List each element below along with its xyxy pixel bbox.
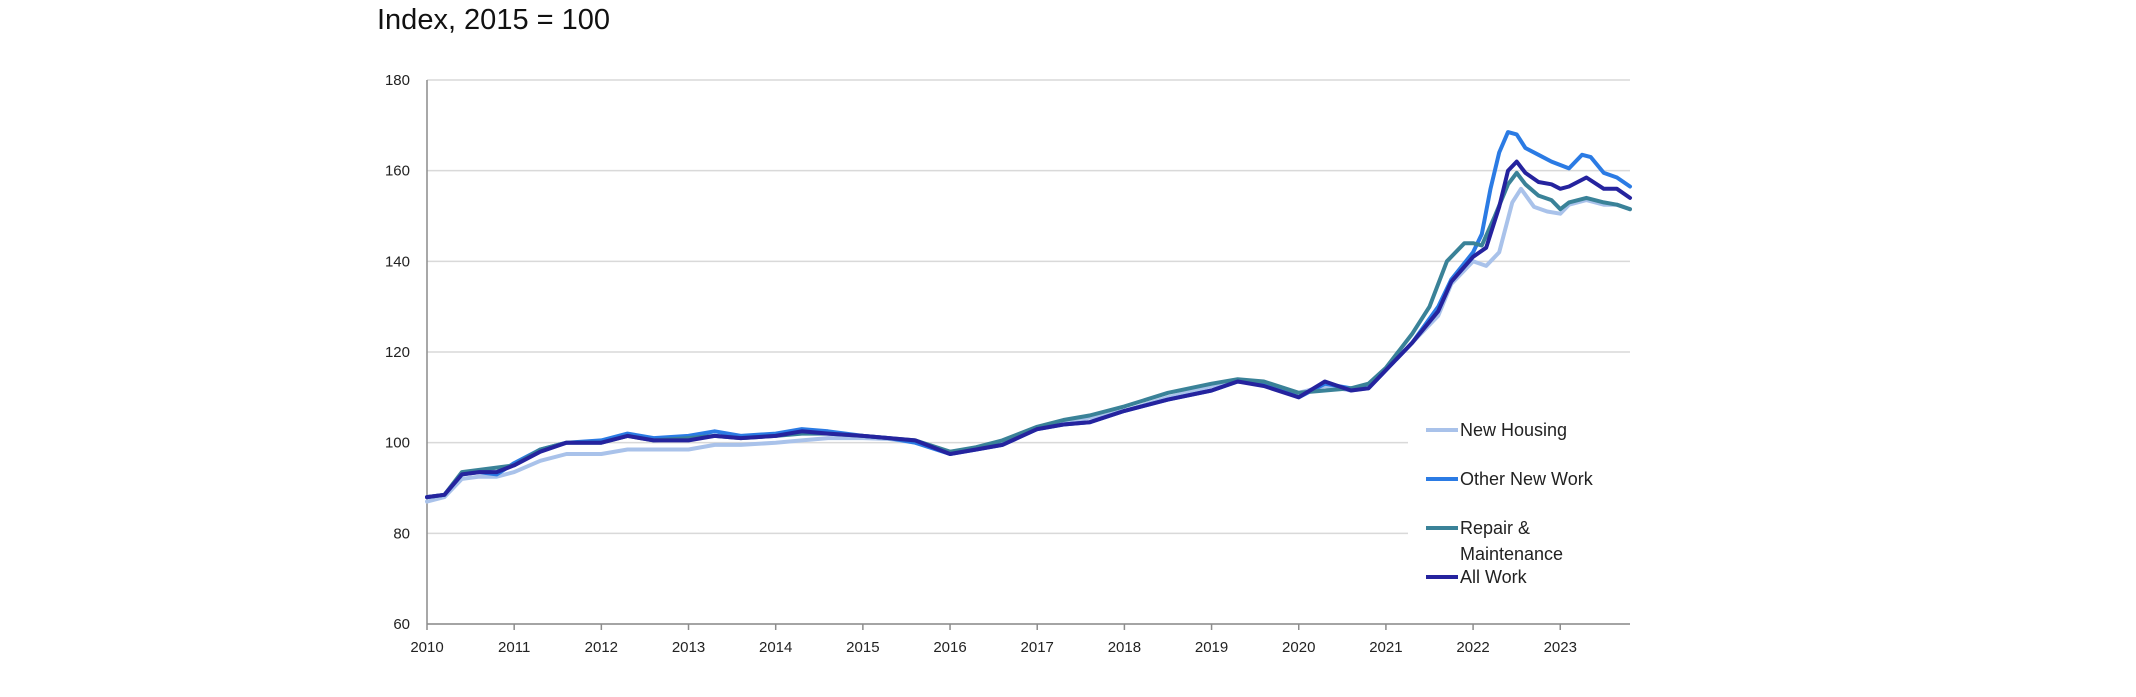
- legend-box: [1408, 408, 1632, 598]
- x-tick-label: 2016: [933, 639, 966, 656]
- x-tick-label: 2012: [585, 639, 618, 656]
- x-tick-label: 2013: [672, 639, 705, 656]
- grid-layer: [427, 79, 1630, 625]
- legend: New Housing Other New Work Repair & Mainten…: [1408, 408, 1632, 598]
- legend-label-repair-maintenance: Repair & Maintenance: [1460, 518, 1563, 564]
- x-tick-label: 2019: [1195, 639, 1228, 656]
- x-tick-label: 2017: [1021, 639, 1054, 656]
- y-tick-label: 160: [385, 163, 410, 180]
- x-tick-label: 2018: [1108, 639, 1141, 656]
- x-tick-label: 2021: [1369, 639, 1402, 656]
- y-tick-label: 60: [393, 616, 410, 633]
- series-line-all-work: [425, 159, 1632, 500]
- y-tick-label: 180: [385, 72, 410, 89]
- x-tick-label: 2010: [410, 639, 443, 656]
- series-layer: [425, 130, 1632, 504]
- legend-label-all-work: All Work: [1460, 567, 1528, 587]
- chart-title: Index, 2015 = 100: [377, 4, 611, 36]
- y-tick-label: 120: [385, 344, 410, 361]
- legend-label-new-housing: New Housing: [1460, 420, 1567, 440]
- axis-layer: 60 80 100 120 140 160 180 2010 2011 2012 2013 2014 2…: [385, 72, 1630, 656]
- x-tick-label: 2022: [1456, 639, 1489, 656]
- series-line-new-housing: [425, 186, 1632, 504]
- y-tick-label: 80: [393, 525, 410, 542]
- x-tick-label: 2023: [1544, 639, 1577, 656]
- x-tick-label: 2014: [759, 639, 792, 656]
- y-tick-label: 100: [385, 435, 410, 452]
- x-tick-label: 2015: [846, 639, 879, 656]
- y-tick-label: 140: [385, 253, 410, 270]
- x-tick-label: 2011: [498, 639, 530, 656]
- x-tick-label: 2020: [1282, 639, 1315, 656]
- legend-label-other-new-work: Other New Work: [1460, 469, 1594, 489]
